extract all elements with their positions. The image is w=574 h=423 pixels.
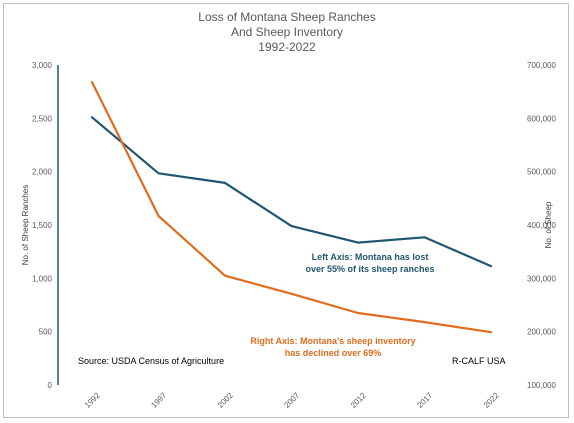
- right-axis-tick-label: 200,000: [527, 328, 556, 337]
- sheep-ranches-line: [90, 116, 493, 268]
- chart-frame: [3, 3, 569, 418]
- left-axis-tick-label: 2,000: [32, 168, 53, 177]
- right-axis-tick-label: 300,000: [527, 274, 556, 283]
- left-axis-tick-label: 2,500: [32, 114, 53, 123]
- right-axis-tick-label: 400,000: [527, 221, 556, 230]
- x-axis-tick-label: 2002: [216, 390, 235, 409]
- left-axis-annotation: Left Axis: Montana has lost over 55% of …: [305, 252, 434, 274]
- right-axis-ticks: 100,000 200,000 300,000 400,000 500,000 600,0…: [527, 61, 556, 390]
- x-axis-ticks: 1992 1997 2002 2007 2012 2017 2022: [83, 390, 501, 409]
- credit-note: R-CALF USA: [452, 356, 506, 366]
- right-axis-tick-label: 700,000: [527, 61, 556, 70]
- chart-title-line-1: Loss of Montana Sheep Ranches: [198, 10, 375, 24]
- right-axis-title: No. of Sheep: [544, 201, 553, 248]
- right-axis-tick-label: 100,000: [527, 381, 556, 390]
- left-axis-tick-label: 1,000: [32, 274, 53, 283]
- x-axis-tick-label: 1992: [83, 390, 102, 409]
- left-axis-tick-label: 500: [39, 328, 53, 337]
- left-axis-tick-label: 0: [48, 381, 53, 390]
- left-axis-title: No. of Sheep Ranches: [21, 185, 30, 266]
- right-axis-annotation-line-2: has declined over 69%: [285, 348, 382, 358]
- right-axis-annotation: Right Axis: Montana's sheep inventory ha…: [250, 336, 415, 358]
- x-axis-tick-label: 2007: [282, 390, 301, 409]
- left-axis-annotation-line-2: over 55% of its sheep ranches: [305, 264, 434, 274]
- series-group: [90, 80, 493, 334]
- left-axis-tick-label: 1,500: [32, 221, 53, 230]
- right-axis-annotation-line-1: Right Axis: Montana's sheep inventory: [250, 336, 415, 346]
- x-axis-tick-label: 1997: [149, 390, 168, 409]
- chart-title: Loss of Montana Sheep Ranches And Sheep …: [198, 10, 375, 54]
- chart-title-line-3: 1992-2022: [258, 40, 316, 54]
- left-axis-tick-label: 3,000: [32, 61, 53, 70]
- right-axis-tick-label: 500,000: [527, 168, 556, 177]
- chart-title-line-2: And Sheep Inventory: [231, 25, 343, 39]
- x-axis-tick-label: 2017: [415, 390, 434, 409]
- sheep-inventory-line: [90, 80, 493, 334]
- left-axis-annotation-line-1: Left Axis: Montana has lost: [312, 252, 429, 262]
- right-axis-tick-label: 600,000: [527, 114, 556, 123]
- x-axis-tick-label: 2022: [482, 390, 501, 409]
- x-axis-tick-label: 2012: [349, 390, 368, 409]
- source-note: Source: USDA Census of Agriculture: [78, 356, 224, 366]
- left-axis-ticks: 0 500 1,000 1,500 2,000 2,500 3,000: [32, 61, 53, 390]
